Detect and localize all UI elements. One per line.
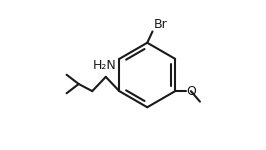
Text: H₂N: H₂N (93, 59, 117, 72)
Text: Br: Br (154, 18, 168, 31)
Text: O: O (186, 85, 196, 98)
